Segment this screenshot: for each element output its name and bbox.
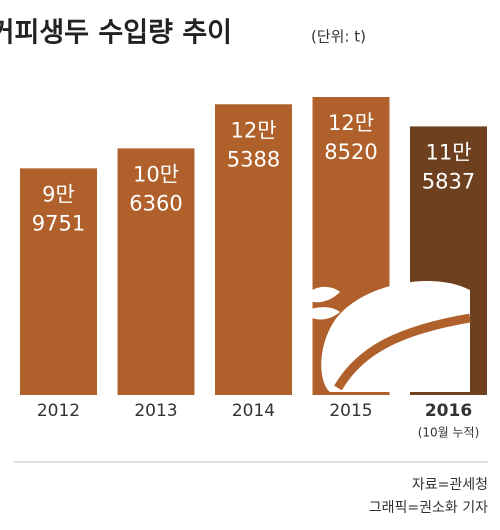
x-tick-label: 2015: [329, 401, 372, 421]
value-label: 9751: [32, 211, 85, 235]
coffee-bean-icon: [304, 281, 471, 392]
leaf-shape: [304, 286, 340, 303]
bean-groove: [334, 313, 471, 391]
x-tick-label: 2012: [37, 401, 80, 421]
value-label: 8520: [324, 140, 377, 164]
bar: [215, 104, 292, 396]
bar: [117, 148, 195, 395]
chart-title: 커피생두 수입량 추이: [0, 18, 232, 49]
chart-subtitle: (단위: t): [311, 28, 366, 46]
value-label: 5837: [422, 169, 475, 193]
value-label: 5388: [227, 147, 280, 171]
x-tick-label: 2013: [134, 401, 177, 421]
x-tick-label: 2014: [232, 401, 275, 421]
value-label: 10만: [133, 162, 179, 186]
value-label: 12만: [230, 118, 276, 142]
credit: 그래픽=권소화 기자: [369, 500, 488, 516]
value-label: 6360: [129, 191, 182, 215]
value-label: 12만: [328, 111, 374, 135]
x-tick-note: (10월 누적): [418, 426, 480, 440]
source: 자료=관세청: [412, 477, 488, 493]
x-tick-label: 2016: [425, 401, 472, 421]
value-label: 11만: [425, 140, 471, 164]
value-label: 9만: [42, 182, 75, 206]
leaf-shape: [304, 307, 340, 320]
bar: [20, 168, 97, 395]
